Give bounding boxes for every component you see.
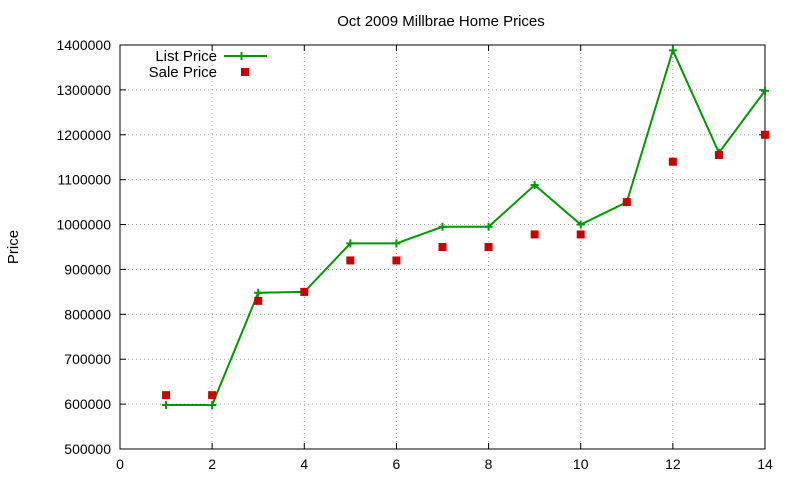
sale-price-point <box>761 130 769 139</box>
sale-price-point <box>208 391 217 400</box>
list-price-line <box>166 47 766 407</box>
y-tick-label: 1100000 <box>58 172 112 188</box>
y-tick-label: 800000 <box>64 306 111 322</box>
list-price-point <box>346 239 355 248</box>
list-price-point <box>392 239 401 248</box>
legend-label-list-price: List Price <box>155 48 217 65</box>
y-tick-label: 900000 <box>64 261 111 277</box>
series <box>162 46 769 410</box>
x-tick-label: 4 <box>300 456 308 472</box>
legend-label-sale-price: Sale Price <box>149 64 217 81</box>
list-price-point <box>484 222 493 231</box>
list-price-point <box>761 86 769 95</box>
y-tick-label: 1200000 <box>56 127 111 143</box>
plot-frame <box>119 44 766 450</box>
sale-price-point <box>438 243 447 251</box>
x-tick-label: 10 <box>573 456 589 472</box>
list-price-point <box>576 220 585 229</box>
y-tick-label: 500000 <box>64 441 111 457</box>
list-price-point <box>530 181 539 190</box>
x-tick-label: 6 <box>393 456 401 472</box>
chart-title: Oct 2009 Millbrae Home Prices <box>337 13 545 30</box>
y-tick-label: 600000 <box>64 396 111 412</box>
list-price-point <box>208 401 217 410</box>
sale-price-point <box>530 230 539 239</box>
sale-price-point <box>484 243 493 251</box>
x-tick-label: 2 <box>208 456 216 472</box>
x-tick-label: 14 <box>757 456 773 472</box>
axes: 0 2 4 6 8 10 12 14 500000 600000 700000 800000 90000… <box>56 37 773 472</box>
x-tick-label: 12 <box>665 456 681 472</box>
grid <box>120 45 765 449</box>
list-price-point <box>162 401 171 410</box>
sale-price-point <box>668 157 677 166</box>
sale-price-point <box>300 287 309 296</box>
y-tick-label: 700000 <box>64 351 111 367</box>
sale-price-point <box>714 150 723 159</box>
sale-price-point <box>346 256 355 265</box>
list-price-point <box>438 222 447 231</box>
x-tick-label: 8 <box>485 456 493 472</box>
sale-price-point <box>392 256 401 265</box>
legend-swatch-sale-price <box>241 68 249 76</box>
list-price-point <box>668 46 677 55</box>
x-tick-label: 0 <box>116 456 124 472</box>
sale-price-point <box>622 198 631 207</box>
sale-price-point <box>162 391 171 400</box>
y-tick-label: 1400000 <box>56 37 111 53</box>
y-tick-label: 1300000 <box>56 82 111 98</box>
list-price-point <box>254 288 263 297</box>
sale-price-point <box>254 296 263 305</box>
sale-price-point <box>576 230 585 239</box>
y-axis-label: Price <box>5 230 22 264</box>
y-tick-label: 1000000 <box>56 217 111 233</box>
